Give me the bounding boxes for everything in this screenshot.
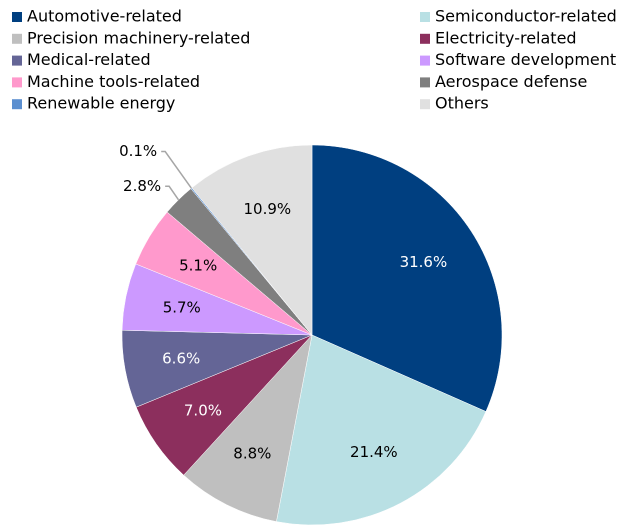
data-label: 7.0%: [184, 402, 222, 420]
pie-slice: [183, 334, 313, 522]
legend-swatch: [420, 33, 430, 44]
pie-slice: [191, 144, 313, 336]
pie-slice: [311, 144, 503, 412]
data-label: 0.1%: [119, 142, 157, 160]
legend-swatch: [12, 55, 22, 66]
legend-label: Electricity-related: [435, 28, 577, 47]
legend-swatch: [420, 12, 430, 22]
legend-label: Machine tools-related: [27, 72, 200, 91]
legend-swatch: [12, 12, 22, 22]
legend-swatch: [12, 33, 22, 44]
legend-swatch: [420, 99, 430, 110]
legend-swatch: [12, 99, 22, 110]
legend-swatch: [420, 77, 430, 88]
leader-line: [165, 185, 180, 201]
legend-label: Software development: [435, 50, 616, 69]
pie-slice: [276, 334, 487, 526]
data-label: 5.7%: [163, 299, 201, 317]
legend-label: Automotive-related: [27, 7, 182, 26]
legend-label: Precision machinery-related: [27, 28, 250, 47]
legend-swatch: [12, 77, 22, 88]
data-label: 31.6%: [400, 253, 448, 271]
legend-label: Renewable energy: [27, 94, 175, 113]
data-label: 2.8%: [123, 177, 161, 195]
legend-label: Medical-related: [27, 50, 151, 69]
data-label: 10.9%: [244, 200, 292, 218]
legend-label: Others: [435, 94, 489, 113]
data-label: 5.1%: [179, 257, 217, 275]
legend-label: Semiconductor-related: [435, 7, 617, 26]
legend-swatch: [420, 55, 430, 66]
legend-label: Aerospace defense: [435, 72, 587, 91]
data-label: 21.4%: [350, 443, 398, 461]
data-label: 8.8%: [233, 444, 271, 462]
leader-line: [161, 150, 192, 189]
data-label: 6.6%: [162, 350, 200, 368]
